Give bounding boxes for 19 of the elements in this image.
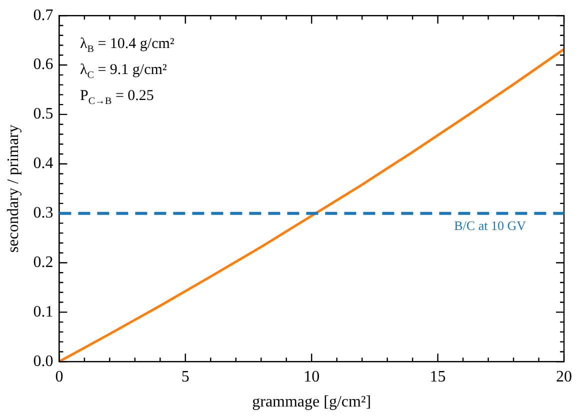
y-tick-label: 0.5 bbox=[33, 106, 54, 123]
y-axis-title: secondary / primary bbox=[4, 124, 22, 253]
y-tick-label: 0.0 bbox=[33, 352, 54, 370]
y-tick-label: 0.6 bbox=[33, 56, 54, 74]
y-tick-label: 0.2 bbox=[33, 254, 54, 271]
y-tick-label: 0.7 bbox=[33, 6, 54, 24]
annotation: λ$_{C}$ = 9.1 g/cm² bbox=[80, 61, 168, 83]
x-tick-label: 15 bbox=[430, 368, 446, 386]
x-tick-label: 10 bbox=[304, 368, 320, 386]
annotation: P$_{C→B}$ = 0.25 bbox=[80, 87, 155, 109]
y-tick-label: 0.3 bbox=[33, 204, 54, 222]
x-axis-title: grammage [g/cm²] bbox=[252, 394, 372, 411]
x-tick-label: 20 bbox=[556, 368, 572, 386]
y-tick-label: 0.4 bbox=[33, 155, 54, 172]
ref-line-label: B/C at 10 GV bbox=[454, 218, 527, 234]
x-tick-label: 5 bbox=[181, 368, 190, 386]
x-tick-label: 0 bbox=[55, 368, 64, 386]
y-tick-label: 0.1 bbox=[33, 303, 54, 320]
annotation: λ$_{B}$ = 10.4 g/cm² bbox=[80, 35, 174, 57]
